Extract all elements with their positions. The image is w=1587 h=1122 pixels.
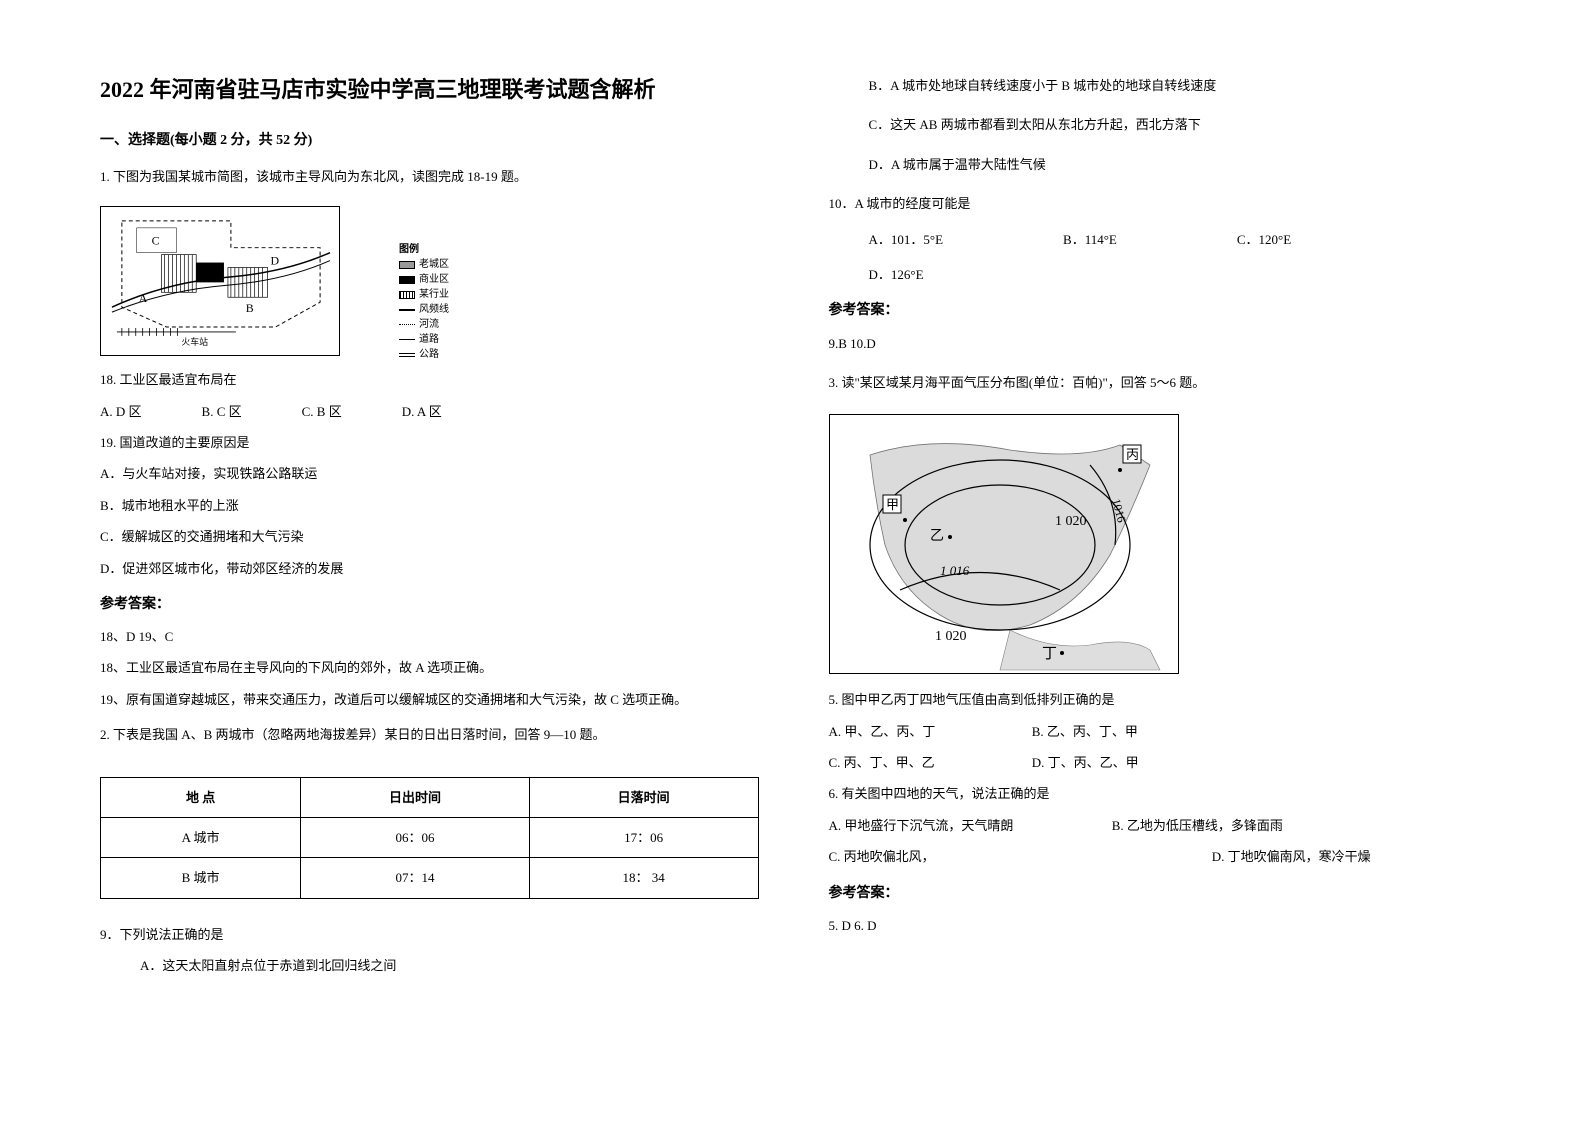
table-row: A 城市 06：06 17：06 [101, 818, 759, 858]
legend-item: 河流 [399, 317, 449, 332]
station-label: 火车站 [181, 336, 208, 347]
pressure-map-svg: 1 020 1 020 1 016 1016 甲 乙 丙 [830, 415, 1180, 675]
legend-item: 道路 [399, 332, 449, 347]
svg-text:乙: 乙 [930, 528, 944, 544]
q1-intro: 1. 下图为我国某城市简图，该城市主导风向为东北风，读图完成 18-19 题。 [100, 165, 759, 188]
svg-text:丙: 丙 [1126, 447, 1139, 462]
q1-answer-1: 18、D 19、C [100, 625, 759, 648]
q18-options: A. D 区 B. C 区 C. B 区 D. A 区 [100, 400, 759, 423]
zone-c-label: C [152, 234, 160, 248]
q3-answer: 5. D 6. D [829, 914, 1488, 937]
section-1-title: 一、选择题(每小题 2 分，共 52 分) [100, 128, 759, 153]
q5-opt-d: D. 丁、丙、乙、甲 [1032, 751, 1232, 774]
q10-options-row1: A．101．5°E B．114°E C．120°E [869, 228, 1488, 251]
answer-label-1: 参考答案： [100, 592, 759, 617]
isobar-1020-a: 1 020 [1055, 514, 1087, 529]
q6-opt-a: A. 甲地盛行下沉气流，天气晴朗 [829, 814, 1109, 837]
q5-opt-b: B. 乙、丙、丁、甲 [1032, 720, 1232, 743]
q6-opt-d: D. 丁地吹偏南风，寒冷干燥 [1212, 849, 1371, 864]
cell: B 城市 [101, 858, 301, 898]
q19-opt-c: C．缓解城区的交通拥堵和大气污染 [100, 525, 759, 548]
legend-item: 老城区 [399, 257, 449, 272]
cell: 18： 34 [529, 858, 758, 898]
table-header-row: 地 点 日出时间 日落时间 [101, 777, 759, 817]
svg-text:甲: 甲 [886, 497, 899, 512]
q18-opt-b: B. C 区 [202, 400, 242, 423]
answer-label-3: 参考答案： [829, 881, 1488, 906]
q18-opt-a: A. D 区 [100, 400, 142, 423]
q10-opt-d: D．126°E [829, 263, 1488, 286]
q10-text: 10．A 城市的经度可能是 [829, 192, 1488, 215]
q6-text: 6. 有关图中四地的天气，说法正确的是 [829, 782, 1488, 805]
q10-opt-a: A．101．5°E [869, 228, 944, 251]
q5-row2: C. 丙、丁、甲、乙 D. 丁、丙、乙、甲 [829, 751, 1488, 774]
pressure-map-figure: 1 020 1 020 1 016 1016 甲 乙 丙 [829, 414, 1179, 674]
table-row: B 城市 07：14 18： 34 [101, 858, 759, 898]
q19-opt-a: A．与火车站对接，实现铁路公路联运 [100, 462, 759, 485]
q9-opt-d: D．A 城市属于温带大陆性气候 [829, 153, 1488, 176]
legend-title: 图例 [399, 242, 449, 257]
q6-row2: C. 丙地吹偏北风， D. 丁地吹偏南风，寒冷干燥 [829, 845, 1488, 868]
q18-text: 18. 工业区最适宜布局在 [100, 368, 759, 391]
q9-opt-c: C．这天 AB 两城市都看到太阳从东北方升起，西北方落下 [829, 113, 1488, 136]
legend-item: 公路 [399, 347, 449, 362]
q9-text: 9．下列说法正确的是 [100, 923, 759, 946]
q10-opt-c: C．120°E [1237, 228, 1291, 251]
q9-opt-b: B．A 城市处地球自转线速度小于 B 城市处的地球自转线速度 [829, 74, 1488, 97]
answer-label-2: 参考答案： [829, 298, 1488, 323]
legend-item: 风频线 [399, 302, 449, 317]
q10-opt-b: B．114°E [1063, 228, 1117, 251]
th-location: 地 点 [101, 777, 301, 817]
cell: 17：06 [529, 818, 758, 858]
th-sunset: 日落时间 [529, 777, 758, 817]
city-map-figure: C D A B [100, 206, 340, 356]
city-map-svg: C D A B [107, 213, 333, 350]
th-sunrise: 日出时间 [301, 777, 530, 817]
q5-opt-c: C. 丙、丁、甲、乙 [829, 751, 1029, 774]
q9-opt-a: A．这天太阳直射点位于赤道到北回归线之间 [100, 954, 759, 977]
q5-row1: A. 甲、乙、丙、丁 B. 乙、丙、丁、甲 [829, 720, 1488, 743]
q1-answer-2: 18、工业区最适宜布局在主导风向的下风向的郊外，故 A 选项正确。 [100, 656, 759, 679]
legend-item: 某行业 [399, 287, 449, 302]
q6-row1: A. 甲地盛行下沉气流，天气晴朗 B. 乙地为低压槽线，多锋面雨 [829, 814, 1488, 837]
q5-opt-a: A. 甲、乙、丙、丁 [829, 720, 1029, 743]
q2-answer: 9.B 10.D [829, 332, 1488, 355]
cell: 06：06 [301, 818, 530, 858]
q3-intro: 3. 读"某区域某月海平面气压分布图(单位：百帕)"，回答 5～6 题。 [829, 371, 1488, 394]
zone-a-label: A [139, 291, 148, 305]
legend-item: 商业区 [399, 272, 449, 287]
zone-b-label: B [246, 301, 254, 315]
q1-answer-3: 19、原有国道穿越城区，带来交通压力，改道后可以缓解城区的交通拥堵和大气污染，故… [100, 688, 759, 711]
svg-text:丁: 丁 [1042, 646, 1057, 662]
right-column: B．A 城市处地球自转线速度小于 B 城市处的地球自转线速度 C．这天 AB 两… [829, 70, 1488, 1052]
q19-opt-d: D．促进郊区城市化，带动郊区经济的发展 [100, 557, 759, 580]
zone-d-label: D [271, 254, 280, 268]
document-title: 2022 年河南省驻马店市实验中学高三地理联考试题含解析 [100, 70, 759, 110]
cell: 07：14 [301, 858, 530, 898]
q5-text: 5. 图中甲乙丙丁四地气压值由高到低排列正确的是 [829, 688, 1488, 711]
q6-opt-b: B. 乙地为低压槽线，多锋面雨 [1112, 818, 1283, 833]
isobar-1020-b: 1 020 [935, 629, 967, 644]
isobar-1016-a: 1 016 [940, 563, 970, 578]
q2-intro: 2. 下表是我国 A、B 两城市（忽略两地海拔差异）某日的日出日落时间，回答 9… [100, 723, 759, 746]
cell: A 城市 [101, 818, 301, 858]
exam-page: 2022 年河南省驻马店市实验中学高三地理联考试题含解析 一、选择题(每小题 2… [0, 0, 1587, 1122]
q18-opt-c: C. B 区 [302, 400, 342, 423]
sunrise-table: 地 点 日出时间 日落时间 A 城市 06：06 17：06 B 城市 07：1… [100, 777, 759, 899]
q6-opt-c: C. 丙地吹偏北风， [829, 845, 1209, 868]
q19-text: 19. 国道改道的主要原因是 [100, 431, 759, 454]
map-legend: 图例 老城区 商业区 某行业 风频线 河流 道路 公路 [399, 242, 449, 362]
q19-opt-b: B．城市地租水平的上涨 [100, 494, 759, 517]
left-column: 2022 年河南省驻马店市实验中学高三地理联考试题含解析 一、选择题(每小题 2… [100, 70, 759, 1052]
q18-opt-d: D. A 区 [402, 400, 442, 423]
